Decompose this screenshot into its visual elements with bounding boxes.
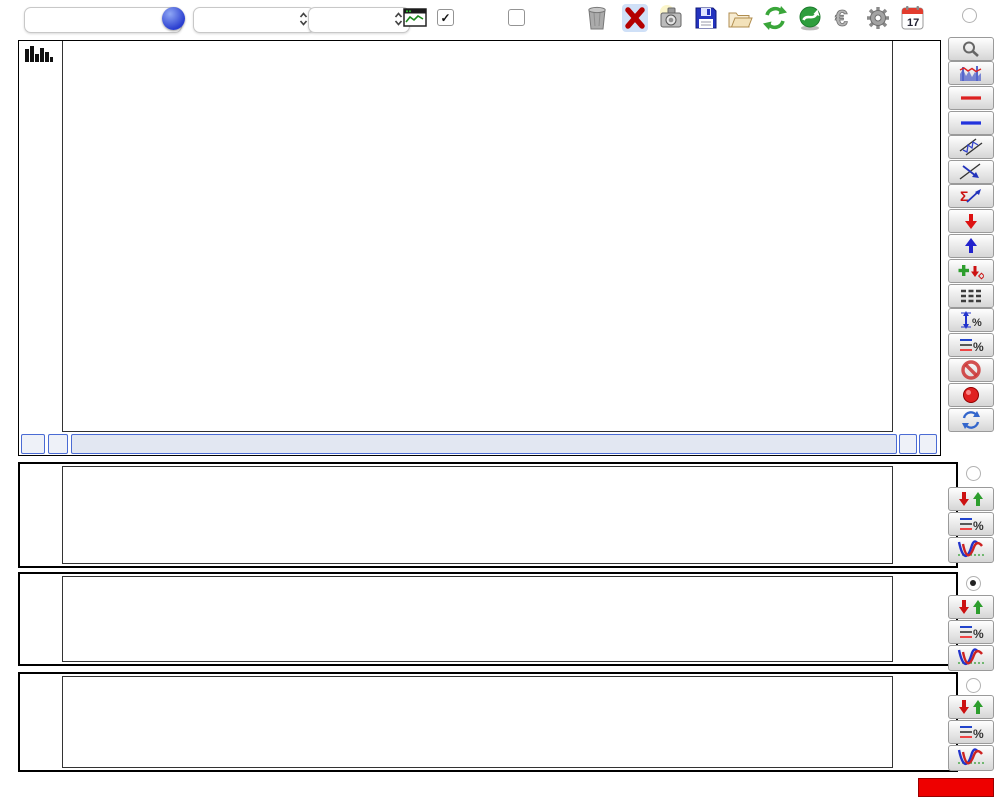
delete-x-icon[interactable]: [622, 4, 648, 32]
est-percent-button[interactable]: %: [948, 720, 994, 744]
icv-y-axis: [20, 574, 62, 664]
blue-up-arrow-button[interactable]: [948, 234, 994, 258]
interval-select[interactable]: [308, 7, 410, 33]
svg-text:%: %: [973, 519, 984, 533]
lines-percent-button[interactable]: %: [948, 333, 994, 357]
nav-prev-button[interactable]: [48, 434, 68, 454]
red-horizontal-line-button[interactable]: [948, 86, 994, 110]
chart-type-select[interactable]: [24, 7, 182, 33]
stochastic-plot-area[interactable]: [62, 676, 893, 768]
main-y-axis-left: [19, 41, 61, 455]
main-chart-radio[interactable]: [962, 8, 977, 23]
icv-radio[interactable]: [966, 576, 981, 591]
icv-arrows-button[interactable]: [948, 595, 994, 619]
main-y-axis-right: [893, 41, 938, 455]
stochastic-y-axis: [20, 674, 62, 770]
macd-right-col: [894, 464, 954, 566]
macd-curves-button[interactable]: [948, 537, 994, 563]
stochastic-right-col: [894, 674, 954, 770]
svg-text:€: €: [835, 5, 848, 31]
icv-curves-button[interactable]: [948, 645, 994, 671]
add-signal-button[interactable]: [948, 259, 994, 283]
sigma-trend-button[interactable]: Σ: [948, 184, 994, 208]
date-navbar: [19, 434, 938, 455]
charting-app-window: ✓ €: [0, 0, 1000, 800]
calendar-icon[interactable]: 17: [899, 4, 925, 32]
save-icon[interactable]: [693, 4, 719, 32]
icv-histogram-svg: [63, 577, 892, 661]
svg-text:%: %: [973, 627, 984, 641]
chart-window-icon[interactable]: [402, 4, 428, 32]
gear-icon[interactable]: [865, 4, 891, 32]
trend-channel-button[interactable]: [948, 135, 994, 159]
stochastic-chart-svg: [63, 677, 892, 767]
date-axis-bar[interactable]: [71, 434, 897, 454]
main-chart-panel: [18, 40, 941, 456]
svg-text:%: %: [973, 340, 984, 354]
help-icon[interactable]: [162, 7, 185, 30]
off-status-badge[interactable]: [918, 778, 994, 797]
camera-icon[interactable]: [658, 4, 684, 32]
macd-histogram-svg: [63, 467, 892, 563]
est-arrows-button[interactable]: [948, 695, 994, 719]
nav-first-button[interactable]: [21, 434, 45, 454]
macd-arrows-button[interactable]: [948, 487, 994, 511]
icv-right-col: [894, 574, 954, 664]
macd-plot-area[interactable]: [62, 466, 893, 564]
cursor-checkbox[interactable]: [508, 9, 525, 26]
candlestick-chart-svg: [63, 41, 892, 431]
icv-percent-button[interactable]: %: [948, 620, 994, 644]
sync-icon[interactable]: [797, 4, 823, 32]
nav-next-button[interactable]: [899, 434, 917, 454]
macd-panel: [18, 462, 958, 568]
forbidden-button[interactable]: [948, 358, 994, 382]
svg-text:%: %: [973, 727, 984, 741]
nav-last-button[interactable]: [919, 434, 937, 454]
open-folder-icon[interactable]: [727, 4, 753, 32]
icv-plot-area[interactable]: [62, 576, 893, 662]
price-volume-chart-button[interactable]: [948, 61, 994, 85]
macd-radio[interactable]: [966, 466, 981, 481]
svg-text:17: 17: [907, 17, 919, 29]
main-plot-area[interactable]: [62, 41, 893, 432]
stochastic-panel: [18, 672, 958, 772]
zoom-button[interactable]: [948, 37, 994, 61]
record-button[interactable]: [948, 383, 994, 407]
trash-icon[interactable]: [584, 4, 610, 32]
macd-percent-button[interactable]: %: [948, 512, 994, 536]
macd-y-axis: [20, 464, 62, 566]
chevron-updown-icon: [299, 11, 308, 30]
guies-checkbox[interactable]: ✓: [437, 9, 454, 26]
measure-percent-button[interactable]: %: [948, 308, 994, 332]
guies-checkbox-row: ✓: [437, 9, 460, 26]
euro-icon[interactable]: €: [831, 4, 857, 32]
dashed-levels-button[interactable]: [948, 284, 994, 308]
recycle-icon[interactable]: [762, 4, 788, 32]
icv-panel: [18, 572, 958, 666]
period-select[interactable]: [193, 7, 315, 33]
trendline-arrow-button[interactable]: [948, 160, 994, 184]
svg-text:%: %: [972, 317, 982, 329]
cursor-checkbox-row: [508, 9, 531, 26]
refresh-button[interactable]: [948, 408, 994, 432]
red-down-arrow-button[interactable]: [948, 209, 994, 233]
est-curves-button[interactable]: [948, 745, 994, 771]
status-bar: [0, 774, 1000, 800]
stochastic-radio[interactable]: [966, 678, 981, 693]
blue-horizontal-line-button[interactable]: [948, 111, 994, 135]
